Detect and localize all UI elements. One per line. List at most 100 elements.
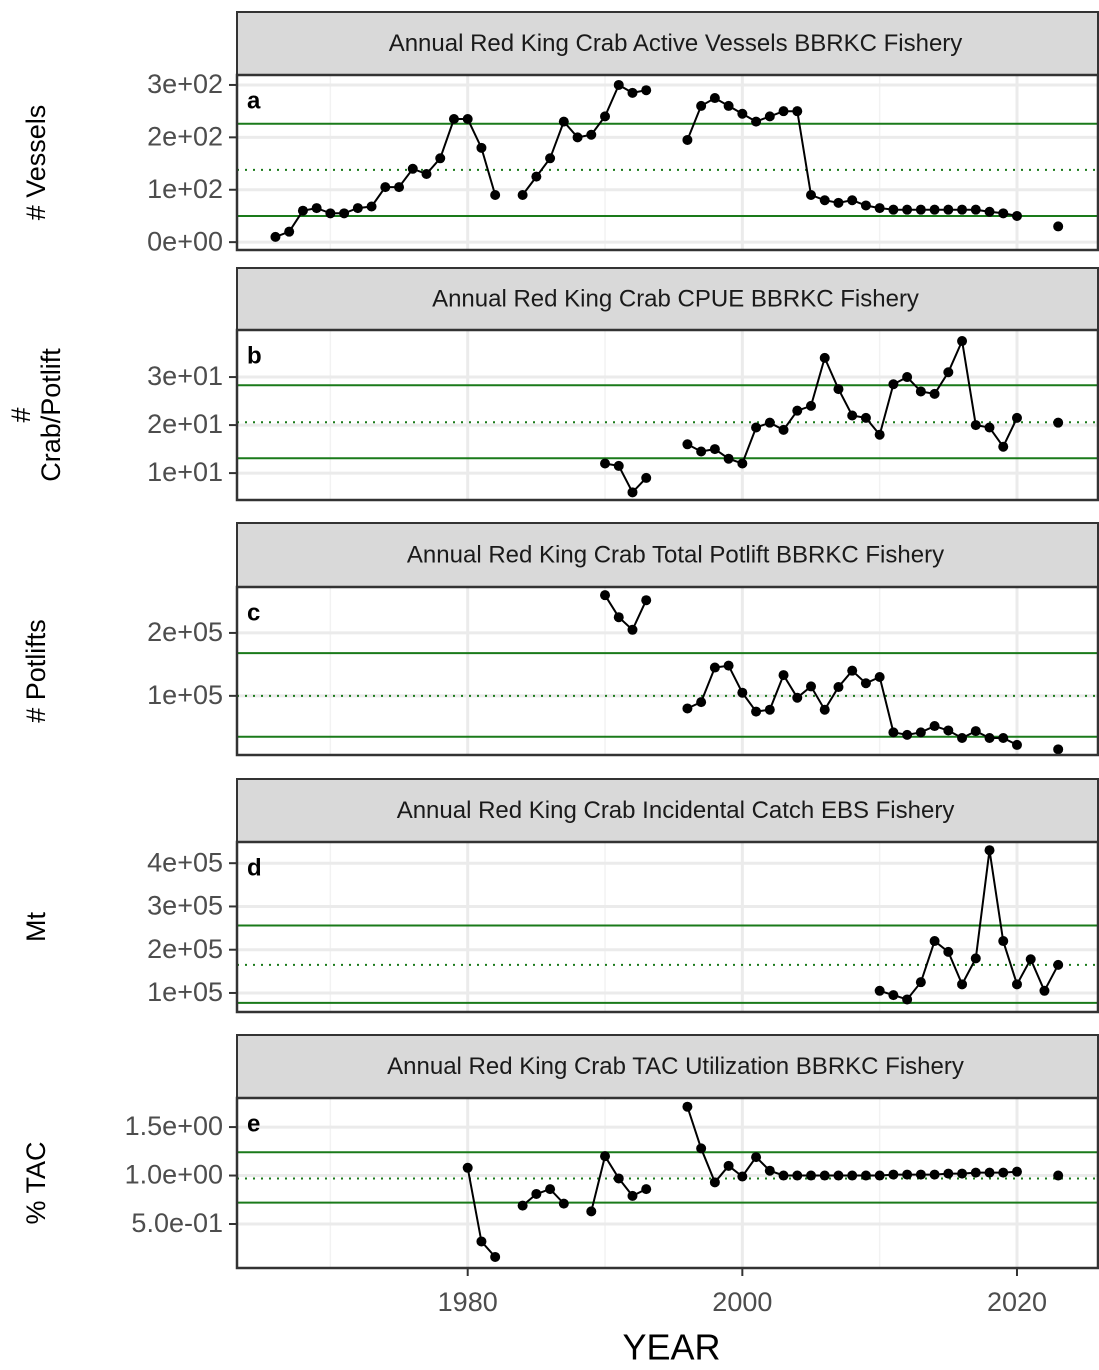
- data-point: [572, 132, 583, 143]
- data-point: [998, 441, 1009, 452]
- data-point: [998, 208, 1009, 219]
- data-point: [737, 458, 748, 469]
- data-point: [957, 204, 968, 215]
- data-point: [957, 733, 968, 744]
- x-axis-label: YEAR: [622, 1327, 720, 1368]
- panel-label: b: [247, 342, 262, 369]
- data-point: [943, 946, 954, 957]
- data-point: [888, 990, 899, 1001]
- data-point: [860, 678, 871, 689]
- data-point: [764, 417, 775, 428]
- data-point: [806, 189, 816, 200]
- data-point: [792, 405, 803, 416]
- panel-title: Annual Red King Crab TAC Utilization BBR…: [387, 1053, 964, 1080]
- data-point: [792, 106, 803, 117]
- data-point: [723, 1160, 734, 1171]
- y-tick-label: 2e+05: [147, 934, 223, 964]
- data-point: [531, 171, 542, 182]
- data-point: [352, 203, 363, 214]
- data-point: [311, 203, 322, 214]
- data-point: [847, 1170, 858, 1181]
- data-point: [860, 200, 871, 211]
- data-point: [682, 1101, 693, 1112]
- data-point: [819, 352, 830, 363]
- data-point: [1053, 744, 1064, 755]
- data-point: [1025, 954, 1036, 965]
- data-point: [737, 108, 748, 119]
- data-point: [627, 624, 638, 635]
- data-point: [806, 681, 816, 692]
- data-point: [902, 204, 913, 215]
- data-point: [943, 367, 954, 378]
- y-axis-label: % TAC: [21, 1141, 51, 1224]
- panel-label: d: [247, 854, 262, 881]
- panel: Annual Red King Crab Active Vessels BBRK…: [21, 11, 1099, 256]
- plot-border: [235, 73, 1099, 252]
- data-point: [792, 1170, 803, 1181]
- plot-border: [235, 840, 1099, 1014]
- data-point: [586, 129, 597, 140]
- y-tick-label: 1e+01: [147, 457, 223, 487]
- data-point: [284, 226, 295, 237]
- data-point: [490, 189, 501, 200]
- data-point: [847, 410, 858, 421]
- data-point: [709, 93, 720, 104]
- data-point: [1011, 739, 1022, 750]
- panel-label: e: [247, 1110, 260, 1137]
- data-point: [723, 100, 734, 111]
- y-axis-label: Mt: [21, 912, 51, 942]
- data-point: [517, 1200, 528, 1211]
- panel-label: c: [247, 599, 260, 626]
- data-point: [1011, 210, 1022, 221]
- y-axis-label: # Vessels: [21, 105, 51, 221]
- panel: Annual Red King Crab CPUE BBRKC Fishery 1…: [6, 267, 1099, 502]
- data-point: [682, 439, 693, 450]
- data-point: [970, 1167, 981, 1178]
- data-point: [874, 985, 885, 996]
- data-point: [545, 1184, 556, 1195]
- data-point: [833, 197, 844, 208]
- data-point: [737, 687, 748, 698]
- data-point: [545, 153, 556, 164]
- data-point: [627, 487, 638, 498]
- data-point: [723, 660, 734, 671]
- data-point: [860, 412, 871, 423]
- data-point: [1053, 959, 1064, 970]
- data-point: [462, 1162, 473, 1173]
- data-point: [627, 87, 638, 98]
- data-point: [696, 1143, 707, 1154]
- data-point: [984, 845, 995, 856]
- data-point: [943, 1168, 954, 1179]
- y-tick-label: 1e+02: [147, 174, 223, 204]
- y-tick-label: 1.5e+00: [125, 1111, 223, 1141]
- y-axis-label: Crab/Potlift: [36, 348, 66, 482]
- data-point: [531, 1188, 542, 1199]
- plot-background: [237, 587, 1098, 755]
- data-point: [888, 379, 899, 390]
- data-point: [929, 1169, 940, 1180]
- panel-title: Annual Red King Crab Active Vessels BBRK…: [389, 30, 963, 57]
- data-point: [984, 206, 995, 217]
- data-point: [1039, 985, 1050, 996]
- y-tick-label: 3e+05: [147, 891, 223, 921]
- data-point: [833, 384, 844, 395]
- data-point: [366, 201, 377, 212]
- plot-background: [237, 842, 1098, 1012]
- data-point: [709, 1177, 720, 1188]
- data-point: [984, 1167, 995, 1178]
- panel-label: a: [247, 87, 261, 114]
- strip: [236, 778, 1099, 843]
- data-point: [764, 1165, 775, 1176]
- data-point: [325, 208, 336, 219]
- data-point: [806, 1170, 816, 1181]
- data-point: [874, 671, 885, 682]
- data-point: [696, 697, 707, 708]
- data-point: [751, 1152, 762, 1163]
- data-point: [641, 85, 652, 96]
- data-point: [806, 400, 816, 411]
- data-point: [778, 1170, 789, 1181]
- data-point: [874, 429, 885, 440]
- data-point: [847, 195, 858, 206]
- data-point: [613, 79, 624, 90]
